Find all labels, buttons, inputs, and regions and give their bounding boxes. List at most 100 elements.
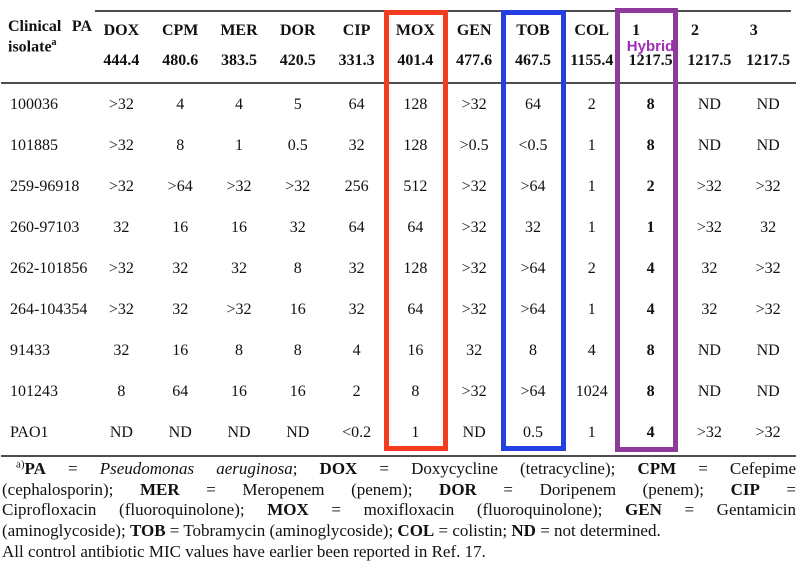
header-abbr: CIP xyxy=(342,22,371,39)
mic-value: 32 xyxy=(172,300,189,318)
mic-value: >32 xyxy=(226,300,252,318)
header-molecular-mass: 383.5 xyxy=(220,52,257,69)
column-header-gen: GEN 477.6 xyxy=(445,12,504,82)
header-abbr: MER xyxy=(220,22,258,39)
mic-value: 8 xyxy=(646,341,655,359)
mic-value: 1 xyxy=(587,300,596,318)
mic-value: 4 xyxy=(234,95,243,113)
footnote-segment: = Gentamicin xyxy=(661,500,796,520)
mic-value: 4 xyxy=(352,341,361,359)
mic-value: 2 xyxy=(646,177,655,195)
footnote-line: All control antibiotic MIC values have e… xyxy=(2,542,796,563)
mic-value: 16 xyxy=(172,341,189,359)
footnote-line: (aminoglycoside); TOB = Tobramycin (amin… xyxy=(2,521,796,542)
mic-value: 32 xyxy=(113,341,130,359)
column-header-mox: MOX 401.4 xyxy=(386,12,445,82)
isolate-id: 100036 xyxy=(10,95,58,113)
header-abbr: GEN xyxy=(456,22,492,39)
mic-value: >32 xyxy=(108,136,134,154)
column-header-dox: DOX 444.4 xyxy=(92,12,151,82)
mic-value: ND xyxy=(462,423,486,441)
footnote-segment: DOR xyxy=(439,479,477,499)
footnote-segment: PA xyxy=(24,459,46,478)
header-molecular-mass: 1217.5 xyxy=(746,52,791,69)
footnote-segment: (aminoglycoside); xyxy=(2,521,130,541)
column-header-2: 2 1217.5 xyxy=(680,12,739,82)
mic-value: 32 xyxy=(230,259,247,277)
mic-value: >32 xyxy=(461,218,487,236)
mic-value: >32 xyxy=(696,218,722,236)
hybrid-label: Hybrid xyxy=(626,38,675,55)
isolate-id: 260-97103 xyxy=(10,218,80,236)
footnote-segment: Pseudomonas aeruginosa xyxy=(99,459,293,478)
mic-value: 4 xyxy=(587,341,596,359)
mic-value: 4 xyxy=(176,95,185,113)
column-header-dor: DOR 420.5 xyxy=(268,12,327,82)
header-abbr: DOR xyxy=(280,22,316,39)
mic-value: 8 xyxy=(117,382,126,400)
isolate-id: 262-101856 xyxy=(10,259,88,277)
footnote-segment: a) xyxy=(16,458,25,471)
mic-value: 8 xyxy=(528,341,537,359)
mic-value: >64 xyxy=(167,177,193,195)
mic-value: >32 xyxy=(108,300,134,318)
mic-value: 8 xyxy=(411,382,420,400)
footnote-segment: = xyxy=(45,459,100,478)
mic-value: >32 xyxy=(755,300,781,318)
footnote-line: (cephalosporin); MER = Meropenem (penem)… xyxy=(2,480,796,501)
header-abbr: MOX xyxy=(395,22,435,39)
footnote-segment: COL xyxy=(397,521,435,541)
mic-value: >32 xyxy=(226,177,252,195)
mic-value: 16 xyxy=(407,341,424,359)
mic-value: 64 xyxy=(407,300,424,318)
footnote-segment: = Doxycycline (tetracycline); xyxy=(357,459,638,478)
mic-value: ND xyxy=(286,423,310,441)
column-header-tob: TOB 467.5 xyxy=(504,12,563,82)
mic-value: 8 xyxy=(234,341,243,359)
mic-value: 64 xyxy=(524,95,541,113)
mic-value: 1 xyxy=(587,136,596,154)
header-molecular-mass: 331.3 xyxy=(338,52,375,69)
mic-value: 32 xyxy=(348,136,365,154)
header-abbr: 3 xyxy=(749,22,758,39)
footnote-segment: GEN xyxy=(625,500,662,520)
footnote-segment: MOX xyxy=(267,500,309,520)
mic-value: 8 xyxy=(646,95,655,113)
mic-value: >32 xyxy=(108,177,134,195)
mic-value: 32 xyxy=(760,218,777,236)
isolate-id: 91433 xyxy=(10,341,50,359)
column-header-cip: CIP 331.3 xyxy=(327,12,386,82)
mic-value: 1024 xyxy=(575,382,608,400)
column-header-col: COL 1155.4 xyxy=(562,12,621,82)
mic-value: >32 xyxy=(696,177,722,195)
mic-value: >32 xyxy=(461,259,487,277)
mic-value: >32 xyxy=(696,423,722,441)
column-header-mer: MER 383.5 xyxy=(210,12,269,82)
mic-value: 4 xyxy=(646,300,655,318)
table-body: 100036 >32 4 4 5 64 128 >32 64 2 8 ND ND 101885 >32 8 1 0… xyxy=(0,84,798,453)
footnote-segment: All control antibiotic MIC values have e… xyxy=(2,541,486,561)
mic-value: <0.2 xyxy=(342,423,372,441)
footnote-segment: DOX xyxy=(319,459,358,478)
mic-value: 256 xyxy=(344,177,369,195)
column-header-1: 1 Hybrid 1217.5 xyxy=(621,12,680,82)
header-molecular-mass: 401.4 xyxy=(397,52,434,69)
footnote-segment: CIP xyxy=(730,479,760,499)
footnote-line: Ciprofloxacin (fluoroquinolone); MOX = m… xyxy=(2,500,796,521)
table-bottom-rule xyxy=(1,455,796,457)
mic-value: 4 xyxy=(646,423,655,441)
footnote-segment: = Cefepime xyxy=(676,459,796,478)
mic-value: >0.5 xyxy=(459,136,489,154)
mic-value: 2 xyxy=(587,95,596,113)
mic-value: 16 xyxy=(230,218,247,236)
mic-value: 8 xyxy=(293,259,302,277)
footnote-segment: = not determined. xyxy=(535,521,661,541)
mic-value: >32 xyxy=(285,177,311,195)
mic-value: 5 xyxy=(293,95,302,113)
mic-value: ND xyxy=(697,95,721,113)
mic-value: >32 xyxy=(461,300,487,318)
mic-value: >32 xyxy=(108,259,134,277)
header-abbr: COL xyxy=(574,22,610,39)
mic-value: 16 xyxy=(289,300,306,318)
